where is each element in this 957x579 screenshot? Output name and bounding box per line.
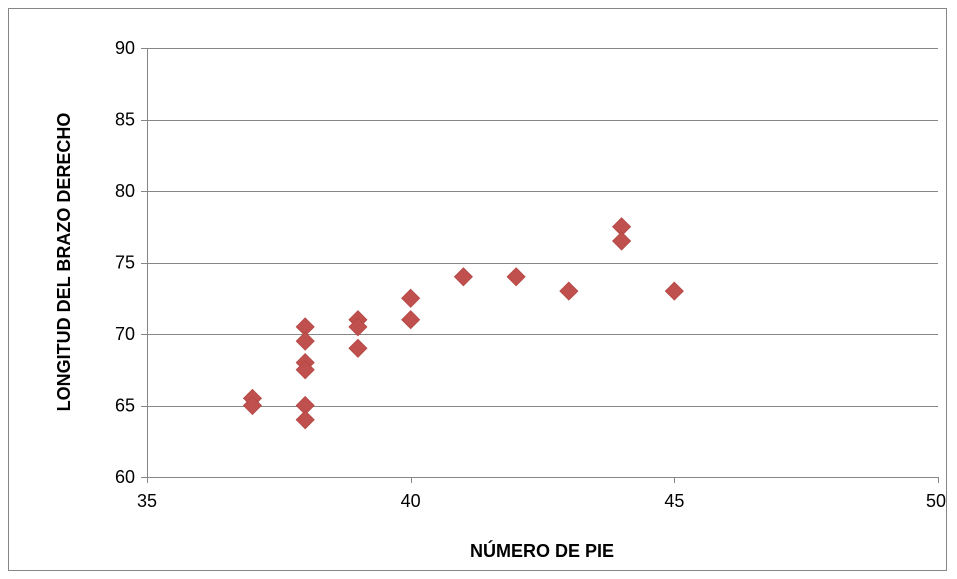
data-point-9 bbox=[348, 317, 368, 337]
data-point-5 bbox=[295, 360, 315, 380]
x-tick-label-45: 45 bbox=[664, 491, 684, 511]
data-point-17 bbox=[612, 231, 632, 251]
data-point-18 bbox=[664, 281, 684, 301]
gridlines bbox=[147, 48, 938, 407]
y-tick-label-70: 70 bbox=[115, 324, 135, 344]
data-point-13 bbox=[453, 267, 473, 287]
axes bbox=[141, 48, 939, 483]
data-point-11 bbox=[401, 288, 421, 308]
data-point-10 bbox=[348, 338, 368, 358]
y-tick-label-65: 65 bbox=[115, 396, 135, 416]
x-tick-label-35: 35 bbox=[137, 491, 157, 511]
y-tick-label-90: 90 bbox=[115, 38, 135, 58]
data-point-7 bbox=[295, 410, 315, 430]
data-point-1 bbox=[242, 395, 263, 416]
y-axis-title: LONGITUD DEL BRAZO DERECHO bbox=[54, 113, 74, 412]
y-tick-label-60: 60 bbox=[115, 467, 135, 487]
y-tick-label-80: 80 bbox=[115, 181, 135, 201]
y-tick-labels: 60 65 70 75 80 85 90 bbox=[115, 38, 135, 487]
data-point-3 bbox=[295, 331, 315, 351]
y-tick-label-85: 85 bbox=[115, 110, 135, 130]
y-tick-label-75: 75 bbox=[115, 253, 135, 273]
data-points bbox=[242, 217, 684, 430]
x-tick-labels: 35 40 45 50 bbox=[137, 491, 946, 511]
x-axis-title: NÚMERO DE PIE bbox=[470, 540, 614, 561]
data-point-14 bbox=[506, 267, 526, 287]
x-tick-label-50: 50 bbox=[926, 491, 946, 511]
data-point-15 bbox=[559, 281, 579, 301]
x-tick-label-40: 40 bbox=[401, 491, 421, 511]
data-point-12 bbox=[401, 310, 421, 330]
